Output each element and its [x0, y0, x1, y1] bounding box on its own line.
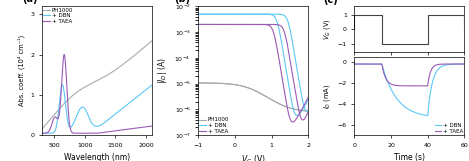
- + DBN: [110, 115, 115, 117]
- Legend: + DBN, + TAEA: + DBN, + TAEA: [435, 123, 463, 134]
- Legend: PH1000, + DBN, + TAEA: PH1000, + DBN, + TAEA: [199, 118, 229, 134]
- + DBN: [357, 63, 363, 65]
- PH1000: [260, 94, 266, 96]
- + DBN: [438, 66, 444, 68]
- PH1000: [269, 99, 274, 101]
- + DBN: [269, 14, 274, 16]
- Y-axis label: Abs. coeff. (10⁴ cm⁻¹): Abs. coeff. (10⁴ cm⁻¹): [17, 35, 25, 106]
- PH1000: [123, 62, 129, 63]
- + TAEA: [134, 127, 140, 129]
- Line: + TAEA: + TAEA: [355, 64, 464, 86]
- Line: + DBN: + DBN: [355, 64, 464, 116]
- + TAEA: [39, 132, 45, 134]
- PH1000: [305, 110, 311, 112]
- + DBN: [458, 63, 464, 65]
- + TAEA: [106, 131, 112, 133]
- + TAEA: [278, 70, 284, 72]
- Line: + TAEA: + TAEA: [42, 55, 152, 133]
- + DBN: [215, 13, 220, 15]
- + DBN: [60, 84, 65, 86]
- + TAEA: [402, 85, 408, 87]
- + DBN: [405, 108, 411, 110]
- Line: PH1000: PH1000: [198, 83, 308, 111]
- + TAEA: [260, 24, 266, 25]
- X-axis label: Time (s): Time (s): [394, 153, 425, 161]
- Y-axis label: $V_G$ (V): $V_G$ (V): [322, 19, 332, 40]
- PH1000: [215, 82, 220, 84]
- Legend: PH1000, + DBN, + TAEA: PH1000, + DBN, + TAEA: [43, 8, 73, 24]
- PH1000: [103, 75, 109, 77]
- + DBN: [149, 84, 155, 86]
- + DBN: [46, 132, 52, 134]
- + DBN: [245, 13, 251, 15]
- Y-axis label: $|I_D|$ (A): $|I_D|$ (A): [156, 57, 169, 84]
- + DBN: [294, 115, 300, 117]
- + DBN: [106, 118, 112, 120]
- + DBN: [134, 96, 140, 98]
- Line: + DBN: + DBN: [198, 14, 308, 116]
- PH1000: [106, 73, 112, 75]
- + TAEA: [461, 63, 467, 65]
- + TAEA: [110, 130, 115, 132]
- + DBN: [123, 105, 129, 107]
- + TAEA: [215, 24, 220, 25]
- PH1000: [245, 87, 251, 89]
- + TAEA: [458, 63, 464, 65]
- + DBN: [458, 63, 464, 65]
- X-axis label: Wavelength (nm): Wavelength (nm): [64, 153, 130, 161]
- + TAEA: [405, 85, 411, 87]
- + TAEA: [290, 121, 295, 123]
- + DBN: [305, 99, 311, 101]
- Text: (c): (c): [324, 0, 338, 5]
- + DBN: [402, 106, 408, 108]
- + TAEA: [305, 96, 311, 98]
- Line: + DBN: + DBN: [42, 85, 152, 133]
- + TAEA: [458, 63, 464, 65]
- + TAEA: [85, 132, 91, 134]
- Line: + TAEA: + TAEA: [198, 24, 308, 122]
- + TAEA: [224, 24, 229, 25]
- PH1000: [196, 82, 201, 84]
- + DBN: [425, 115, 431, 117]
- + TAEA: [438, 63, 444, 65]
- + DBN: [260, 13, 266, 15]
- + TAEA: [245, 24, 251, 25]
- PH1000: [134, 52, 140, 54]
- PH1000: [109, 71, 115, 73]
- X-axis label: $V_G$ (V): $V_G$ (V): [241, 153, 265, 161]
- PH1000: [149, 40, 155, 42]
- PH1000: [39, 128, 45, 130]
- PH1000: [224, 83, 229, 85]
- + TAEA: [357, 63, 363, 65]
- Line: PH1000: PH1000: [42, 41, 152, 129]
- + DBN: [39, 132, 45, 134]
- + TAEA: [61, 54, 67, 56]
- + DBN: [461, 63, 467, 65]
- + TAEA: [352, 63, 357, 65]
- + TAEA: [46, 130, 52, 132]
- + DBN: [196, 13, 201, 15]
- + DBN: [278, 39, 284, 41]
- Text: (b): (b): [174, 0, 190, 4]
- PH1000: [278, 104, 284, 106]
- + TAEA: [196, 24, 201, 25]
- PH1000: [46, 120, 52, 122]
- Text: (a): (a): [23, 0, 38, 4]
- Y-axis label: $I_D$ (mA): $I_D$ (mA): [322, 84, 332, 109]
- + DBN: [352, 63, 357, 65]
- + DBN: [224, 13, 229, 15]
- + TAEA: [149, 125, 155, 127]
- + TAEA: [104, 131, 109, 133]
- + TAEA: [425, 85, 431, 87]
- + DBN: [103, 120, 109, 122]
- + TAEA: [269, 27, 274, 29]
- + TAEA: [123, 128, 129, 130]
